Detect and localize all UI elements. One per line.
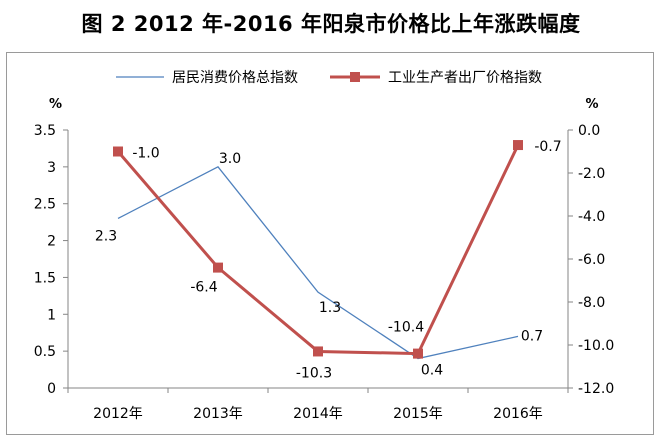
x-axis-tick-label: 2013年: [193, 406, 243, 422]
left-axis-tick-label: 3.5: [34, 123, 56, 139]
ppi-series-line: [116, 144, 520, 356]
right-axis-tick-label: 0.0: [578, 123, 600, 139]
ppi-point-marker: [313, 346, 323, 357]
x-axis-tick-label: 2016年: [493, 406, 543, 422]
x-axis-tick-label: 2015年: [393, 406, 443, 422]
ppi-point-marker: [413, 348, 423, 359]
cpi-series-line: [117, 166, 519, 360]
ppi-data-label: -10.3: [296, 365, 332, 381]
right-axis-tick-label: -10.0: [578, 338, 614, 354]
left-axis-tick-label: 2: [47, 234, 56, 250]
cpi-data-label: 3.0: [219, 151, 241, 167]
right-axis-tick-label: -2.0: [578, 166, 605, 182]
cpi-data-label: 0.7: [521, 328, 543, 344]
left-axis-tick-label: 0.5: [34, 344, 56, 360]
left-axis-unit: %: [49, 97, 62, 112]
cpi-data-label: 1.3: [319, 300, 341, 316]
left-axis-tick-label: 1.5: [34, 270, 56, 286]
left-axis-tick-label: 3: [47, 160, 56, 176]
x-axis-tick-label: 2012年: [93, 406, 143, 422]
cpi-data-label: 0.4: [421, 363, 443, 379]
x-axis-tick-label: 2014年: [293, 406, 343, 422]
legend-ppi-swatch-marker: [350, 72, 360, 82]
right-axis-tick-label: -6.0: [578, 252, 605, 268]
legend-cpi-label: 居民消费价格总指数: [172, 70, 298, 86]
ppi-data-label: -6.4: [190, 280, 217, 296]
right-axis-unit: %: [585, 97, 598, 112]
left-axis-tick-label: 1: [47, 307, 56, 323]
ppi-data-label: -0.7: [534, 139, 561, 155]
left-axis-tick-label: 0: [47, 381, 56, 397]
ppi-point-marker: [113, 146, 123, 157]
legend-ppi-label: 工业生产者出厂价格指数: [388, 70, 542, 86]
ppi-data-label: -1.0: [132, 146, 159, 162]
chart-frame: [6, 52, 654, 435]
right-axis-tick-label: -8.0: [578, 295, 605, 311]
right-axis-tick-label: -4.0: [578, 209, 605, 225]
ppi-point-marker: [513, 140, 523, 151]
chart-title: 图 2 2012 年-2016 年阳泉市价格比上年涨跌幅度: [81, 12, 581, 36]
left-axis-tick-label: 2.5: [34, 197, 56, 213]
ppi-data-label: -10.4: [388, 320, 424, 336]
cpi-data-label: 2.3: [95, 228, 117, 244]
ppi-point-marker: [213, 262, 223, 273]
right-axis-tick-label: -12.0: [578, 381, 614, 397]
